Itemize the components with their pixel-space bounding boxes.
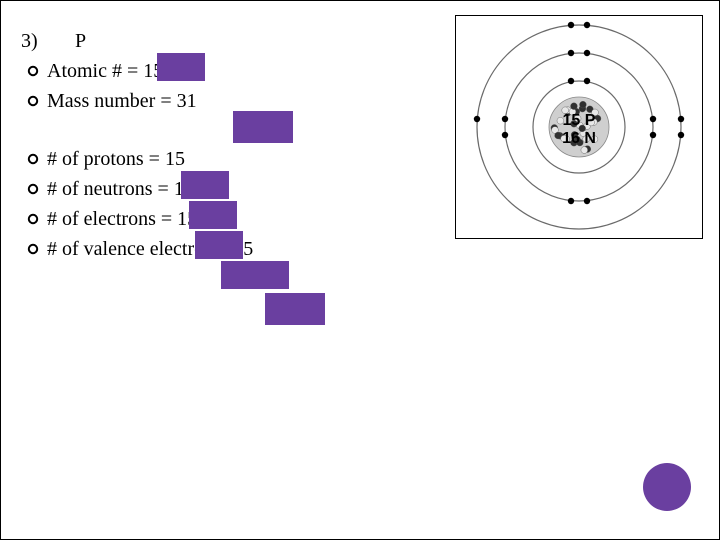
decorative-circle-icon [643, 463, 691, 511]
ring-bullet-icon [27, 183, 39, 195]
slide: 3) P Atomic # = 15 Mass number = 31 # of… [0, 0, 720, 540]
ring-bullet-icon [27, 153, 39, 165]
svg-text:15 P: 15 P [563, 112, 596, 129]
atom-diagram: 15 P16 N [455, 15, 703, 239]
ring-bullet-icon [27, 213, 39, 225]
line-protons: # of protons = 15 [21, 145, 421, 173]
text-neutrons: # of neutrons = 16 [47, 178, 194, 201]
question-number: 3) [21, 30, 75, 53]
answer-cover [189, 201, 237, 229]
answer-cover [265, 293, 325, 325]
text-protons: # of protons = 15 [47, 148, 185, 171]
answer-cover [233, 111, 293, 143]
line-mass: Mass number = 31 [21, 87, 421, 115]
question-line: 3) P [21, 27, 421, 55]
ring-bullet-icon [27, 243, 39, 255]
answer-cover [195, 231, 243, 259]
answer-cover [157, 53, 205, 81]
text-mass: Mass number = 31 [47, 90, 197, 113]
text-block: 3) P Atomic # = 15 Mass number = 31 # of… [21, 27, 421, 265]
ring-bullet-icon [27, 95, 39, 107]
element-symbol: P [75, 30, 86, 53]
line-atomic: Atomic # = 15 [21, 57, 421, 85]
text-atomic: Atomic # = 15 [47, 60, 163, 83]
text-electrons: # of electrons = 15 [47, 208, 197, 231]
ring-bullet-icon [27, 65, 39, 77]
svg-text:16 N: 16 N [562, 130, 596, 147]
answer-cover [181, 171, 229, 199]
atom-svg: 15 P16 N [456, 16, 702, 238]
answer-cover [221, 261, 289, 289]
spacer [21, 117, 421, 145]
